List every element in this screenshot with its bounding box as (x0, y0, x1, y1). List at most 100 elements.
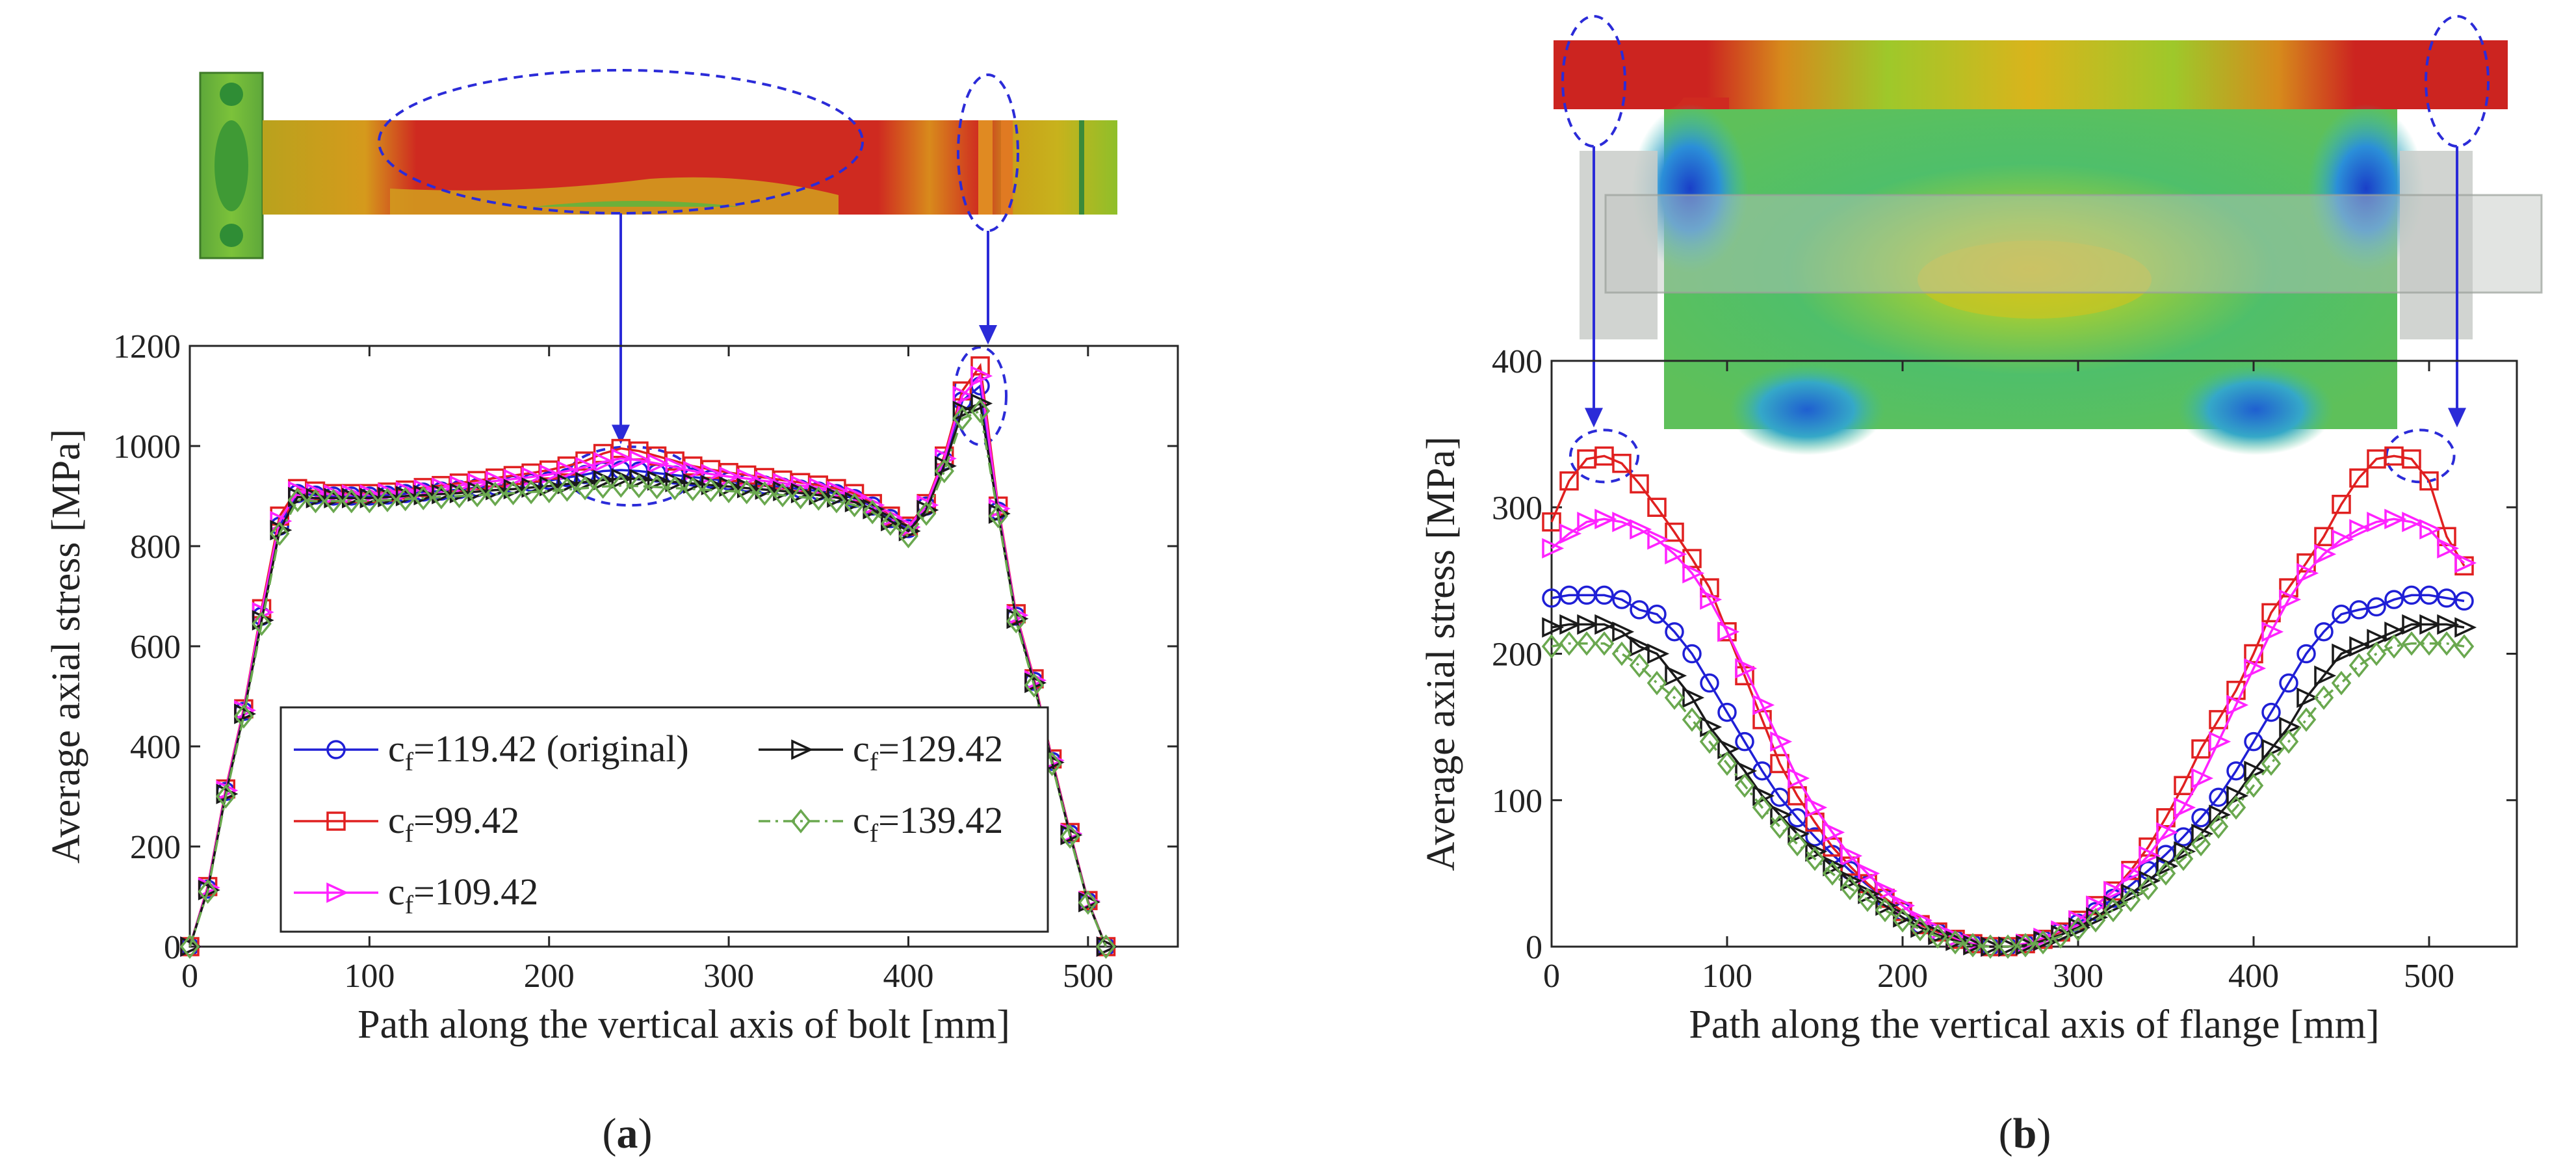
x-tick-label: 200 (524, 958, 575, 995)
series-line (1550, 518, 2465, 948)
data-point (2261, 702, 2281, 722)
data-point (1630, 519, 1652, 540)
data-point (2419, 471, 2439, 491)
data-point (2261, 603, 2281, 623)
legend-item: cf=129.42 (759, 728, 1003, 776)
x-tick-label: 300 (2053, 958, 2103, 995)
data-point (2033, 930, 2053, 955)
data-point (2191, 832, 2211, 857)
annotation-ellipse-flange-left (1561, 15, 1626, 148)
data-point (1594, 614, 1617, 635)
data-point (1612, 512, 1635, 532)
y-tick-label: 0 (1526, 929, 1542, 966)
data-point (2314, 622, 2334, 642)
y-axis: 0 100 200 300 400 (1492, 343, 2517, 966)
data-point (1630, 474, 1649, 493)
data-point (2454, 591, 2474, 611)
data-point (1769, 814, 1790, 839)
x-axis-label: Path along the vertical axis of flange [… (1689, 1003, 2379, 1047)
data-point (809, 486, 829, 511)
data-point (1875, 897, 1895, 923)
data-point (1770, 731, 1793, 752)
data-point (1577, 614, 1600, 635)
data-point (2209, 731, 2231, 752)
data-point (718, 479, 739, 504)
data-point (1910, 917, 1931, 941)
data-point (970, 399, 991, 423)
data-point (611, 473, 631, 498)
data-point (216, 784, 236, 809)
data-point (1945, 930, 1966, 955)
data-point (593, 474, 613, 499)
data-point (1858, 863, 1880, 884)
x-tick-label: 0 (1543, 958, 1560, 995)
data-point (1752, 694, 1775, 716)
data-point (1962, 932, 1983, 958)
data-point (1647, 604, 1667, 624)
data-point (1717, 621, 1740, 642)
data-point (2332, 494, 2351, 514)
legend-label: cf=139.42 (853, 799, 1003, 848)
y-tick-label: 200 (130, 829, 181, 866)
data-point (269, 521, 290, 546)
annotation-ellipse-flange-right (2425, 15, 2490, 148)
data-point (1788, 823, 1810, 845)
data-point (629, 449, 652, 471)
data-point (2314, 544, 2337, 565)
data-point (2103, 880, 2126, 902)
data-point (988, 504, 1008, 529)
data-point (521, 480, 541, 505)
data-point (1612, 621, 1635, 642)
data-point (2244, 644, 2263, 664)
data-point (1665, 522, 1684, 542)
legend-swatch-marker (326, 882, 349, 903)
data-point (1892, 908, 1913, 933)
data-point (2384, 590, 2404, 609)
data-point (2243, 773, 2264, 798)
series-line (1551, 594, 2465, 948)
data-point (772, 482, 793, 508)
data-point (359, 488, 382, 508)
data-point (324, 488, 346, 508)
data-point (2367, 512, 2389, 532)
data-point (1559, 614, 1582, 635)
data-point (2226, 681, 2246, 700)
series-5 (179, 399, 1116, 959)
data-point (1840, 876, 1860, 900)
data-point (701, 464, 723, 484)
annotation-arrow-head (1585, 408, 1603, 428)
data-point (1542, 512, 1561, 532)
data-point (1875, 880, 1898, 902)
data-point (701, 477, 721, 503)
data-point (2103, 897, 2124, 923)
annotation-arrow-head (2448, 408, 2466, 428)
data-point (2155, 861, 2176, 886)
data-point (1594, 585, 1614, 605)
data-point (1629, 653, 1650, 678)
data-point (1735, 731, 1754, 752)
data-point (1559, 523, 1582, 544)
data-point (2226, 694, 2249, 716)
data-point (1559, 471, 1579, 491)
data-point (2244, 658, 2267, 679)
data-point (2121, 863, 2144, 884)
data-point (1770, 754, 1789, 774)
data-point (341, 488, 361, 514)
data-point (198, 879, 218, 904)
data-point (252, 611, 272, 637)
data-point (1752, 795, 1773, 820)
data-point (1542, 617, 1565, 638)
data-point (790, 484, 811, 510)
x-axis: 0 100 200 300 400 500 (1543, 361, 2454, 995)
y-tick-label: 1200 (113, 328, 181, 365)
data-point (862, 499, 883, 525)
legend-swatch-marker (790, 809, 811, 834)
caption-b: (b) (1999, 1110, 2051, 1157)
caption-a: (a) (603, 1110, 653, 1157)
x-tick-label: 300 (703, 958, 754, 995)
data-point (1717, 702, 1737, 722)
data-point (593, 451, 616, 473)
data-point (1577, 512, 1600, 532)
data-point (1646, 670, 1667, 696)
